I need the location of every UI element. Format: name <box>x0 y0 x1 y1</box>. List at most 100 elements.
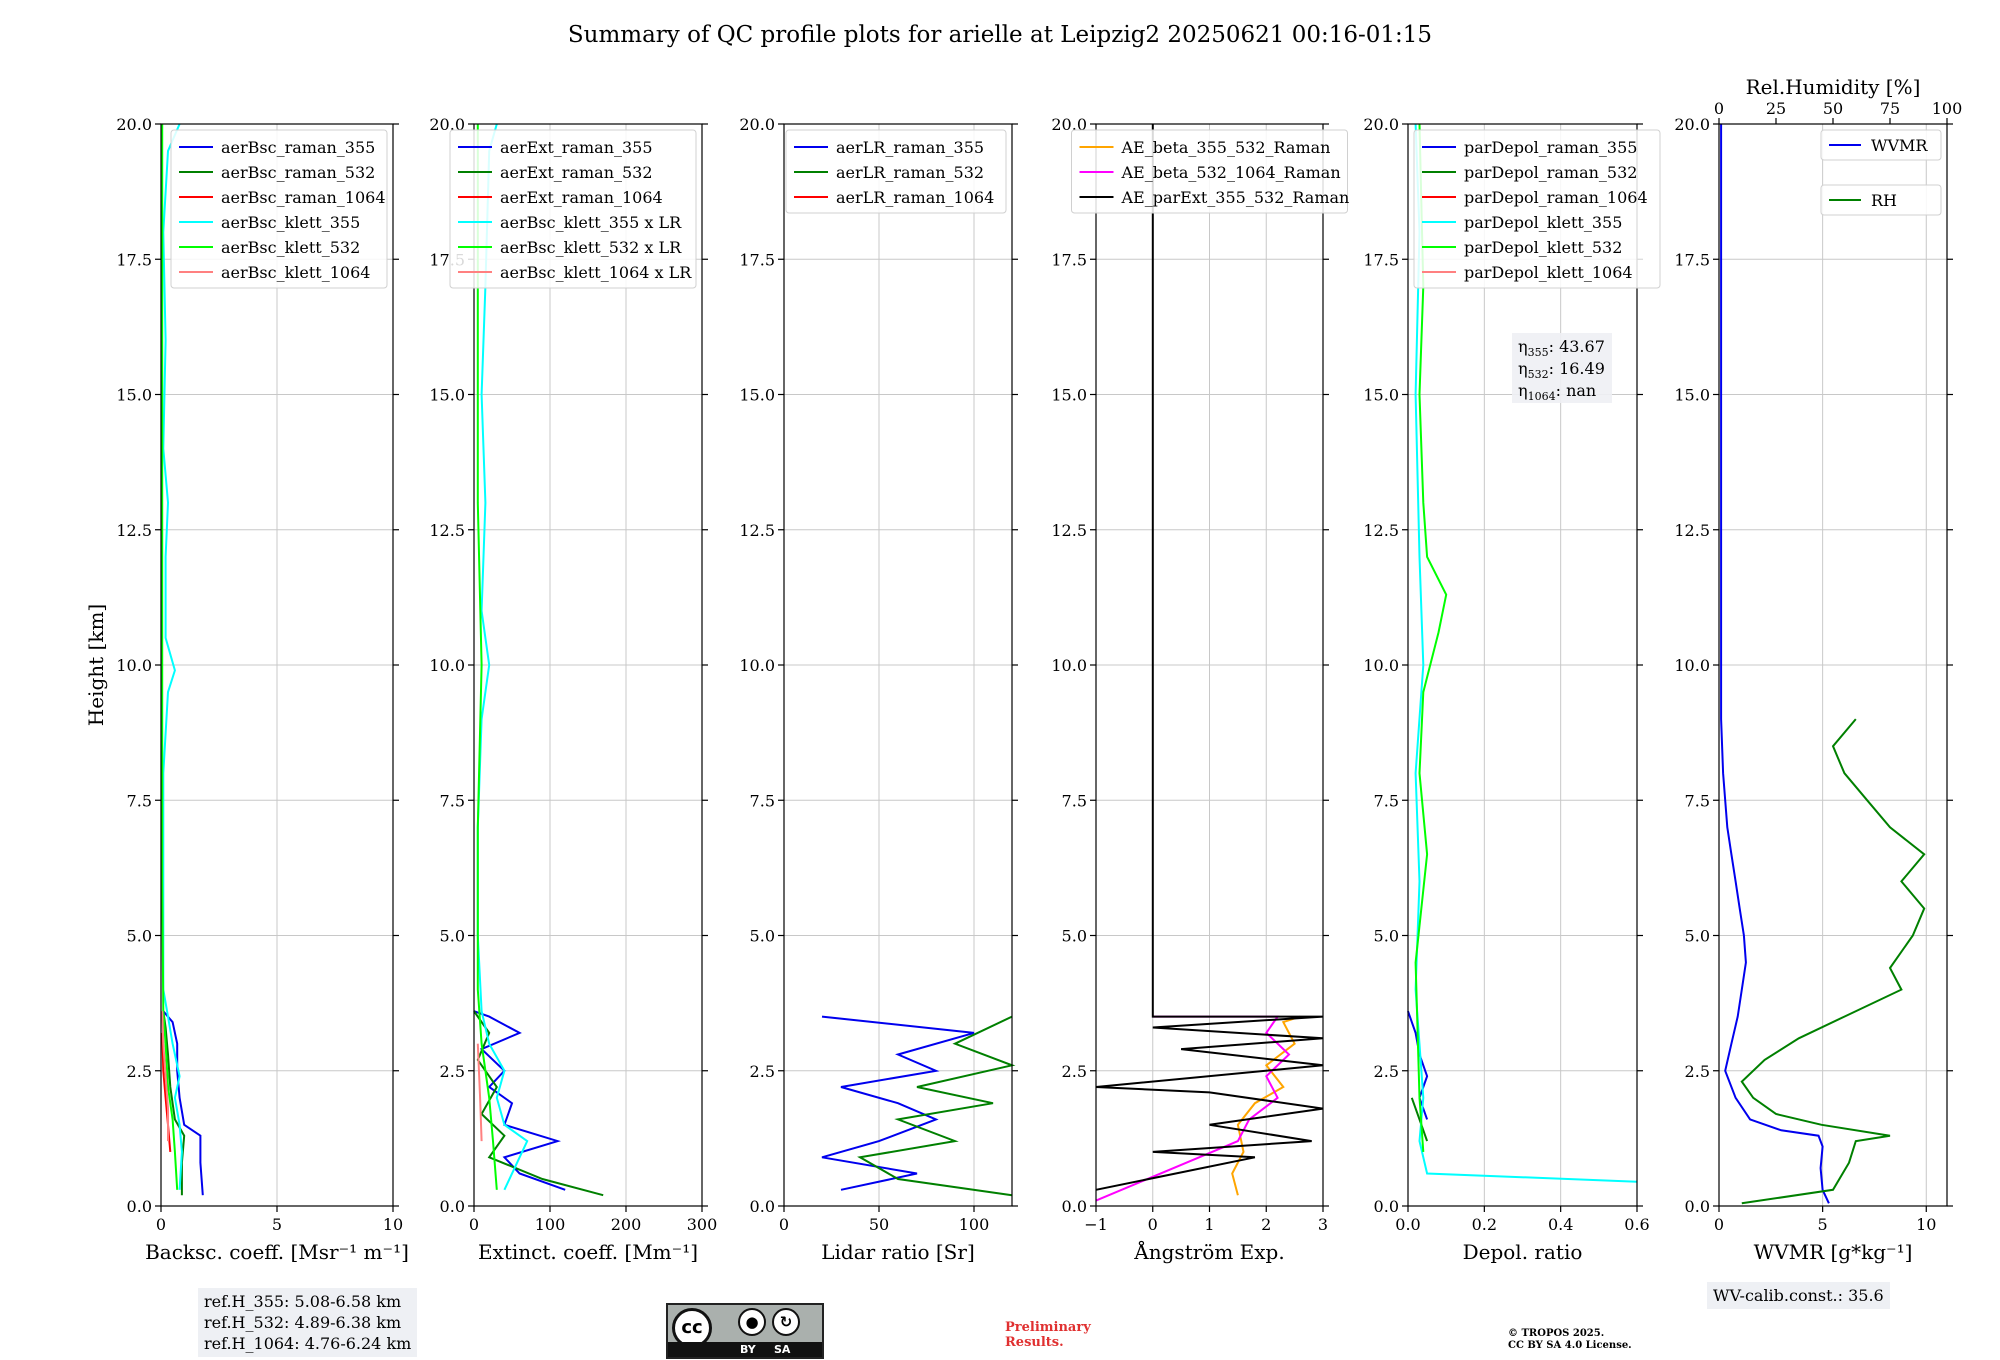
y-tick-label: 20.0 <box>1051 115 1087 134</box>
series-line-aerlr-raman-532 <box>857 1015 1016 1197</box>
series-line-pardepol-klett-532 <box>1414 123 1448 1152</box>
y-tick-label: 5.0 <box>750 927 775 946</box>
legend: parDepol_raman_355 parDepol_raman_532 parD… <box>1413 129 1661 289</box>
y-tick-label: 2.5 <box>127 1062 152 1081</box>
y-tick-label: 12.5 <box>1051 521 1087 540</box>
y-tick-label: 0.0 <box>1374 1197 1399 1216</box>
y-tick-label: 0.0 <box>1062 1197 1087 1216</box>
y-tick-label: 12.5 <box>739 521 775 540</box>
series-line-aerbsc-klett-355 <box>162 123 183 1190</box>
x-tick-label: 0 <box>156 1215 166 1234</box>
y-tick-label: 0.0 <box>127 1197 152 1216</box>
y-tick-label: 5.0 <box>127 927 152 946</box>
y-tick-label: 17.5 <box>739 250 775 269</box>
x-axis-label: Ångström Exp. <box>1133 1239 1284 1264</box>
y-tick-label: 7.5 <box>127 791 152 810</box>
ref-height-532: ref.H_532: 4.89-6.38 km <box>204 1313 402 1332</box>
chart-panel-6: 0.02.55.07.510.012.515.017.520.00 5 10WVMR… <box>1674 75 1962 1264</box>
legend: aerBsc_raman_355 aerBsc_raman_532 aerBsc_r… <box>170 129 388 289</box>
y-tick-label: 15.0 <box>1363 386 1399 405</box>
legend-label: aerLR_raman_355 <box>836 138 984 157</box>
y-tick-label: 10.0 <box>429 656 465 675</box>
legend-wvmr: WVMR <box>1820 129 1942 161</box>
x-tick-label: 50 <box>869 1215 889 1234</box>
legend-label: aerLR_raman_532 <box>836 163 984 182</box>
x-tick-label: 100 <box>959 1215 990 1234</box>
x-tick-label: 100 <box>535 1215 566 1234</box>
y-tick-label: 7.5 <box>1374 791 1399 810</box>
y-tick-label: 17.5 <box>1363 250 1399 269</box>
chart-panel-1: 0.0 2.5 5.0 7.5 10.0 12.5 15.0 17.5 20.0 0 5 10 Back… <box>84 115 409 1264</box>
x-axis-label: Lidar ratio [Sr] <box>821 1240 975 1264</box>
x-tick-label: 1 <box>1204 1215 1214 1234</box>
legend-box <box>785 129 1007 214</box>
chart-panel-5: 0.0 2.5 5.0 7.5 10.0 12.5 15.0 17.5 20.0 0.0 0.2 0.… <box>1363 115 1661 1264</box>
legend-label: aerBsc_klett_355 <box>221 213 360 232</box>
share-alike-icon: ↻ <box>772 1308 800 1336</box>
legend-label: parDepol_raman_532 <box>1464 163 1637 182</box>
preliminary-line-2: Results. <box>1005 1335 1064 1350</box>
y-tick-label: 15.0 <box>739 386 775 405</box>
y-tick-label: 0.0 <box>1685 1197 1710 1216</box>
x2-axis-label: Rel.Humidity [%] <box>1746 75 1921 99</box>
eta-value: η355: 43.67 <box>1518 337 1605 359</box>
x-tick-label: 10 <box>1916 1215 1936 1234</box>
x-tick-label: 0 <box>1148 1215 1158 1234</box>
legend-label: parDepol_raman_355 <box>1464 138 1637 157</box>
legend-label: AE_beta_532_1064_Raman <box>1121 163 1341 182</box>
x-axis-label: Backsc. coeff. [Msr⁻¹ m⁻¹] <box>145 1240 409 1264</box>
preliminary-line-1: Preliminary <box>1005 1320 1091 1335</box>
legend-label: aerBsc_klett_1064 <box>221 263 370 282</box>
y-tick-label: 17.5 <box>1674 250 1710 269</box>
y-tick-label: 7.5 <box>440 791 465 810</box>
legend: AE_beta_355_532_Raman AE_beta_532_1064_Ra… <box>1071 129 1349 214</box>
series-line-pardepol-klett-355 <box>1414 123 1638 1183</box>
legend-label: parDepol_klett_532 <box>1464 238 1622 257</box>
y-tick-label: 12.5 <box>1674 521 1710 540</box>
x-tick-label: −1 <box>1084 1215 1108 1234</box>
series-line-aerlr-raman-355 <box>821 1015 975 1191</box>
legend-label: aerLR_raman_1064 <box>836 188 994 207</box>
legend-label: aerExt_raman_355 <box>500 138 653 157</box>
cc-license-badge[interactable]: cc ● ↻ BY SA <box>666 1303 824 1359</box>
series-line-pardepol-raman-532 <box>1410 1097 1429 1142</box>
y-tick-label: 10.0 <box>739 656 775 675</box>
x-tick-label: 0 <box>469 1215 479 1234</box>
y-tick-label: 20.0 <box>429 115 465 134</box>
chart-panel-4: 0.0 2.5 5.0 7.5 10.0 12.5 15.0 17.5 20.0 −1 0 1 2 3 Ån… <box>1051 115 1349 1264</box>
y-tick-label: 20.0 <box>1363 115 1399 134</box>
x-tick-label: 5 <box>272 1215 282 1234</box>
y-tick-label: 10.0 <box>1363 656 1399 675</box>
legend-label: aerBsc_klett_355 x LR <box>500 213 682 232</box>
copyright-line-1: © TROPOS 2025. <box>1508 1328 1605 1339</box>
x2-tick-label: 25 <box>1766 99 1786 118</box>
series-line-ae-beta-355-532-raman <box>1231 1015 1301 1196</box>
y-tick-label: 15.0 <box>1674 386 1710 405</box>
y-tick-label: 20.0 <box>739 115 775 134</box>
y-tick-label: 10.0 <box>116 656 152 675</box>
legend-label: RH <box>1871 191 1897 210</box>
ref-height-355: ref.H_355: 5.08-6.58 km <box>204 1292 402 1311</box>
legend-label: aerBsc_klett_532 <box>221 238 360 257</box>
legend-label: aerBsc_raman_1064 <box>221 188 386 207</box>
eta-value: η1064: nan <box>1518 381 1596 403</box>
y-tick-label: 12.5 <box>1363 521 1399 540</box>
legend-box <box>449 129 697 289</box>
y-tick-label: 2.5 <box>440 1062 465 1081</box>
x-tick-label: 3 <box>1318 1215 1328 1234</box>
legend-box <box>1071 129 1348 214</box>
y-tick-label: 5.0 <box>1685 927 1710 946</box>
y-tick-label: 5.0 <box>1374 927 1399 946</box>
reference-height-box: ref.H_355: 5.08-6.58 km ref.H_532: 4.89-… <box>198 1288 418 1357</box>
page-title: Summary of QC profile plots for arielle … <box>567 22 1433 48</box>
series-line-rh <box>1740 718 1926 1205</box>
y-tick-label: 5.0 <box>1062 927 1087 946</box>
y-tick-label: 0.0 <box>750 1197 775 1216</box>
series-line-aerbsc-klett-532-x-lr <box>476 124 498 1190</box>
legend-label: AE_beta_355_532_Raman <box>1121 138 1331 157</box>
preliminary-note: Preliminary Results. <box>1005 1320 1091 1350</box>
series-line-aerbsc-klett-1064-x-lr <box>476 1043 483 1142</box>
y-tick-label: 15.0 <box>1051 386 1087 405</box>
series-line-aerbsc-klett-1064 <box>161 1011 169 1142</box>
charts-canvas: 0.02.55.07.510.012.515.017.520.00 5 10Back… <box>84 75 1962 1264</box>
